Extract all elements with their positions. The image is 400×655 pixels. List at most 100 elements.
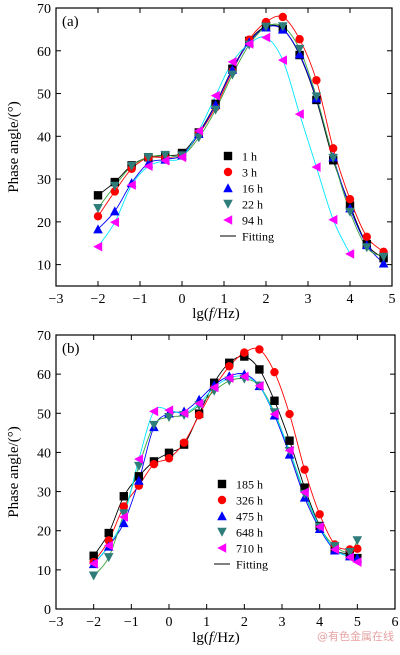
data-point-s4-3 (143, 161, 153, 172)
data-point-s4-0 (93, 241, 103, 252)
y-tick-label: 30 (37, 486, 51, 501)
data-point-s3-7 (210, 105, 221, 115)
x-tick-label: −2 (86, 615, 101, 630)
fitting-curve-0 (97, 24, 384, 259)
data-point-s3-1 (103, 553, 114, 563)
data-point-s4-12 (269, 409, 279, 419)
data-point-s1-11 (278, 12, 287, 22)
data-point-s1-15 (315, 510, 324, 519)
watermark-text: @有色金属在线 (317, 630, 394, 643)
data-point-s1-14 (329, 144, 338, 153)
data-point-s4-11 (278, 55, 287, 65)
x-tick-label: 5 (389, 292, 396, 307)
legend-label-4: 94 h (242, 214, 263, 228)
x-axis-title: lg(f/Hz) (192, 630, 240, 646)
x-tick-label: 1 (221, 292, 228, 307)
data-point-s4-1 (110, 217, 119, 228)
fitting-curve-3 (97, 23, 384, 258)
data-point-s3-2 (126, 162, 137, 172)
data-point-s4-5 (164, 405, 174, 415)
data-point-s1-16 (362, 232, 371, 242)
x-tick-label: 1 (203, 615, 210, 630)
legend-label-4: 710 h (236, 542, 263, 556)
legend: 185 h 326 h 475 h 648 h 710 h Fitting (214, 478, 268, 572)
data-point-s4-13 (284, 445, 294, 456)
data-point-s3-3 (143, 153, 154, 163)
data-point-s1-5 (164, 454, 174, 463)
data-point-s0-13 (285, 436, 294, 445)
y-tick-label: 60 (37, 368, 51, 383)
y-tick-label: 40 (37, 446, 51, 461)
data-point-s3-4 (149, 420, 159, 430)
legend-marker-1 (217, 495, 227, 505)
fitting-curve-2 (97, 25, 384, 264)
data-point-s4-1 (103, 540, 113, 551)
y-axis-title: Phase angle/(°) (6, 426, 22, 517)
data-point-s4-11 (254, 381, 264, 391)
data-point-s1-15 (345, 194, 355, 204)
legend-marker-1 (223, 167, 233, 177)
data-point-s4-8 (209, 382, 219, 393)
legend-marker-4 (223, 215, 233, 225)
data-point-s4-4 (160, 155, 170, 166)
legend-label-2: 475 h (236, 510, 263, 524)
data-point-s0-14 (300, 483, 309, 492)
data-point-s2-3 (134, 475, 144, 485)
x-tick-label: −3 (49, 292, 64, 307)
data-point-s4-4 (149, 406, 159, 417)
plot-frame (55, 7, 393, 287)
legend-marker-4 (217, 543, 227, 553)
legend-label-3: 648 h (236, 526, 263, 540)
data-point-s4-15 (345, 249, 355, 259)
data-point-s0-2 (119, 492, 128, 501)
data-point-s4-8 (227, 57, 237, 67)
y-tick-label: 20 (37, 525, 51, 540)
data-point-s3-12 (294, 44, 305, 54)
data-point-s4-15 (314, 522, 324, 532)
y-tick-label: 50 (37, 88, 51, 103)
y-tick-label: 70 (37, 329, 51, 344)
x-tick-label: −1 (124, 615, 139, 630)
y-tick-label: 40 (37, 130, 51, 145)
data-point-s3-17 (378, 252, 389, 262)
data-point-s3-16 (362, 243, 372, 253)
x-tick-label: 4 (316, 615, 323, 630)
data-point-s1-18 (353, 544, 362, 553)
fitting-curve-4 (93, 375, 358, 564)
legend-marker-3 (217, 527, 227, 537)
x-tick-label: 2 (263, 292, 270, 307)
x-tick-label: −2 (91, 292, 106, 307)
data-point-s1-10 (240, 348, 249, 357)
data-point-s3-14 (328, 153, 338, 163)
data-point-s1-9 (225, 362, 234, 371)
fitting-curve-4 (97, 36, 351, 255)
data-point-s1-14 (300, 465, 309, 474)
x-tick-label: −1 (133, 292, 148, 307)
data-point-s4-6 (179, 408, 189, 419)
data-point-s4-7 (194, 398, 204, 409)
x-tick-label: 6 (392, 615, 399, 630)
legend-marker-3 (223, 199, 233, 209)
data-point-s1-13 (285, 409, 294, 419)
y-tick-label: 10 (37, 564, 51, 579)
legend-marker-0 (217, 479, 227, 489)
data-point-s2-12 (294, 49, 305, 59)
data-point-s3-5 (164, 413, 174, 422)
x-tick-label: 2 (241, 615, 248, 630)
data-point-s4-5 (177, 152, 187, 163)
data-point-s3-4 (160, 150, 170, 160)
data-point-s3-3 (134, 461, 144, 471)
legend-fitting-label: Fitting (236, 558, 268, 572)
y-axis-title: Phase angle/(°) (6, 101, 22, 192)
data-point-s1-11 (255, 345, 264, 354)
plot-frame (55, 334, 396, 610)
legend-label-0: 1 h (242, 150, 257, 164)
data-point-s3-11 (278, 22, 288, 32)
data-point-s4-6 (194, 125, 203, 136)
data-point-s2-17 (378, 258, 389, 268)
x-tick-label: 4 (347, 292, 354, 307)
data-point-s4-10 (239, 371, 249, 382)
data-point-s1-6 (179, 438, 189, 447)
